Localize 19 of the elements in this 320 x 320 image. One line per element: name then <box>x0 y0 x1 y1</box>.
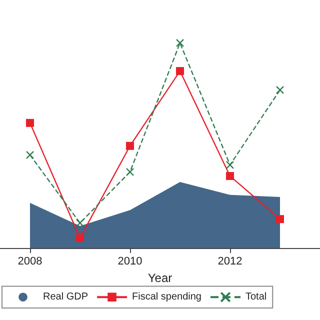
x-tick-label: 2012 <box>218 256 242 268</box>
legend-label: Fiscal spending <box>132 292 202 303</box>
point <box>26 150 34 160</box>
x-axis-title: Year <box>148 270 172 285</box>
point <box>226 172 234 180</box>
point <box>26 118 34 127</box>
point <box>176 67 184 76</box>
point <box>126 142 134 150</box>
point <box>76 218 84 228</box>
point <box>76 234 84 242</box>
point <box>276 215 284 224</box>
point <box>126 168 134 176</box>
x-tick-label: 2008 <box>18 256 42 268</box>
x-tick-label: 2010 <box>118 256 142 268</box>
point <box>226 160 234 170</box>
legend-label: Total <box>245 292 267 303</box>
point <box>276 86 284 94</box>
point <box>176 38 184 48</box>
legend-label: Real GDP <box>43 292 88 303</box>
